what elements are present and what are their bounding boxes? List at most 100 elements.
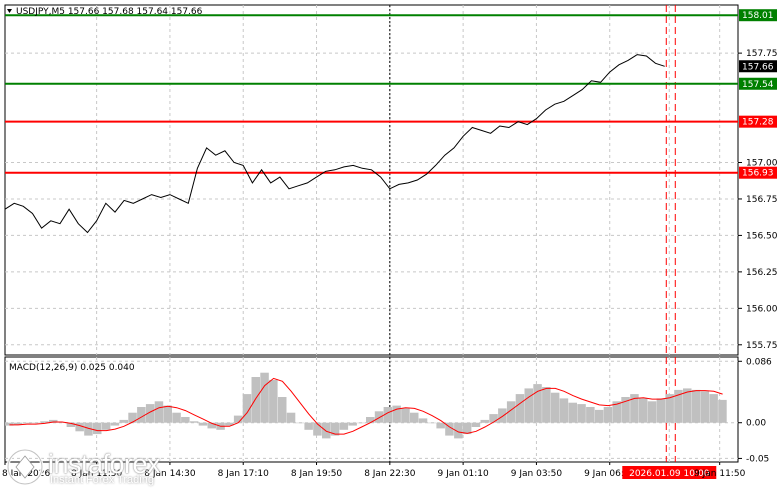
time-axis-label: 8 Jan 19:50 [291, 469, 343, 479]
macd-histogram-bar [410, 412, 419, 423]
highlighted-time-tag [622, 466, 717, 479]
level-tag-label-156.93: 156.93 [742, 169, 774, 179]
macd-histogram-bar [128, 412, 137, 423]
macd-histogram-bar [559, 398, 569, 423]
macd-histogram-bar [550, 392, 560, 423]
macd-histogram-bar [163, 405, 172, 423]
macd-histogram-bar [154, 401, 164, 423]
macd-histogram-bar [84, 422, 93, 436]
macd-histogram-bar [374, 411, 384, 423]
macd-histogram-bar [357, 422, 366, 424]
instaforex-logo-icon [6, 448, 44, 486]
macd-histogram-bar [462, 422, 472, 435]
macd-histogram-bar [49, 419, 58, 423]
macd-histogram-bar [542, 387, 551, 423]
macd-histogram-bar [145, 404, 155, 423]
macd-histogram-bar [647, 401, 657, 423]
macd-histogram-bar [630, 394, 639, 423]
macd-histogram-bar [480, 419, 489, 423]
macd-histogram-bar [498, 408, 507, 423]
macd-histogram-bar [524, 388, 533, 423]
time-axis-label: 9 Jan 06:30 [584, 469, 636, 479]
macd-histogram-bar [471, 422, 481, 427]
macd-histogram-bar [586, 407, 595, 423]
macd-histogram-bar [31, 422, 40, 424]
macd-histogram-bar [621, 397, 630, 423]
price-line [4, 54, 665, 234]
price-pane-frame [4, 4, 739, 356]
price-axis-label: 157.75 [746, 49, 778, 59]
macd-histogram-bar [683, 388, 692, 423]
macd-axis-label: 0.086 [746, 357, 772, 367]
macd-histogram-bar [383, 407, 393, 423]
level-tag-label-157.54: 157.54 [742, 80, 774, 90]
time-axis-label: 8 Jan 14:30 [144, 469, 196, 479]
level-tag-157.54 [739, 77, 777, 90]
macd-histogram-bar [313, 422, 322, 436]
macd-histogram-bar [295, 422, 305, 424]
time-axis-label: 8 Jan 17:10 [218, 469, 270, 479]
price-axis-label: 156.75 [746, 195, 778, 205]
macd-histogram-bar [445, 422, 454, 436]
macd-histogram-bar [75, 422, 84, 432]
macd-histogram-bar [515, 394, 525, 423]
macd-histogram-bar [418, 418, 428, 423]
watermark-tagline: Instant Forex Trading [50, 474, 154, 486]
time-axis-label: 8 Jan 11:50 [71, 469, 123, 479]
macd-histogram-bar [674, 389, 683, 423]
macd-histogram-bar [207, 422, 216, 429]
macd-histogram-bar [506, 401, 516, 423]
macd-histogram-bar [656, 398, 666, 423]
price-axis-label: 157.00 [746, 159, 778, 169]
macd-histogram-bar [13, 422, 23, 425]
macd-histogram-bar [22, 422, 32, 424]
price-axis-label: 156.25 [746, 268, 778, 278]
macd-histogram-bar [700, 391, 710, 423]
price-axis-label: 155.75 [746, 341, 778, 351]
instaforex-watermark: instaforex Instant Forex Trading [6, 448, 186, 488]
macd-histogram-bar [718, 399, 727, 423]
level-tag-157.28 [739, 115, 777, 128]
time-axis-label: 9 Jan 03:50 [511, 469, 563, 479]
macd-axis-label: 0.00 [746, 419, 766, 429]
macd-histogram-bar [251, 377, 260, 423]
macd-histogram-bar [304, 422, 313, 430]
macd-histogram-bar [568, 402, 577, 423]
macd-histogram-bar [603, 407, 613, 423]
level-tag-label-157.28: 157.28 [742, 118, 774, 128]
macd-histogram-bar [242, 394, 252, 423]
macd-pane-frame [4, 356, 739, 463]
macd-histogram-bar [225, 422, 234, 426]
macd-histogram-bar [181, 417, 190, 423]
macd-histogram-bar [691, 389, 701, 423]
macd-histogram-bar [577, 404, 586, 423]
price-axis-label: 156.50 [746, 231, 778, 241]
macd-histogram-bar [119, 419, 128, 423]
macd-histogram-bar [101, 422, 111, 430]
time-axis-label: 9 Jan 01:10 [437, 469, 489, 479]
level-tag-label-158.01: 158.01 [742, 11, 774, 21]
last-price-tag [739, 60, 777, 73]
last-price-label: 157.66 [742, 62, 774, 72]
macd-signal-line [9, 377, 723, 435]
macd-header: MACD(12,26,9) 0.025 0.040 [9, 363, 135, 373]
macd-histogram-bar [709, 394, 718, 423]
macd-histogram-bar [665, 394, 674, 423]
macd-histogram-bar [198, 422, 208, 426]
macd-histogram-bar [392, 405, 401, 423]
macd-histogram-bar [66, 422, 76, 427]
price-axis-label: 156.00 [746, 304, 778, 314]
highlighted-time-label: 2026.01.09 10:00 [629, 469, 710, 479]
macd-histogram-bar [40, 421, 49, 423]
macd-histogram-bar [639, 398, 648, 423]
time-axis-label: 9 Jan 11:50 [694, 469, 746, 479]
time-axis-label: 8 Jan 22:30 [364, 469, 416, 479]
macd-histogram-bar [269, 379, 278, 423]
macd-histogram-bar [594, 409, 604, 423]
macd-histogram-bar [436, 422, 445, 429]
macd-histogram-bar [5, 422, 14, 426]
macd-histogram-bar [339, 422, 349, 430]
macd-histogram-bar [330, 422, 340, 436]
macd-histogram-bar [533, 384, 542, 423]
